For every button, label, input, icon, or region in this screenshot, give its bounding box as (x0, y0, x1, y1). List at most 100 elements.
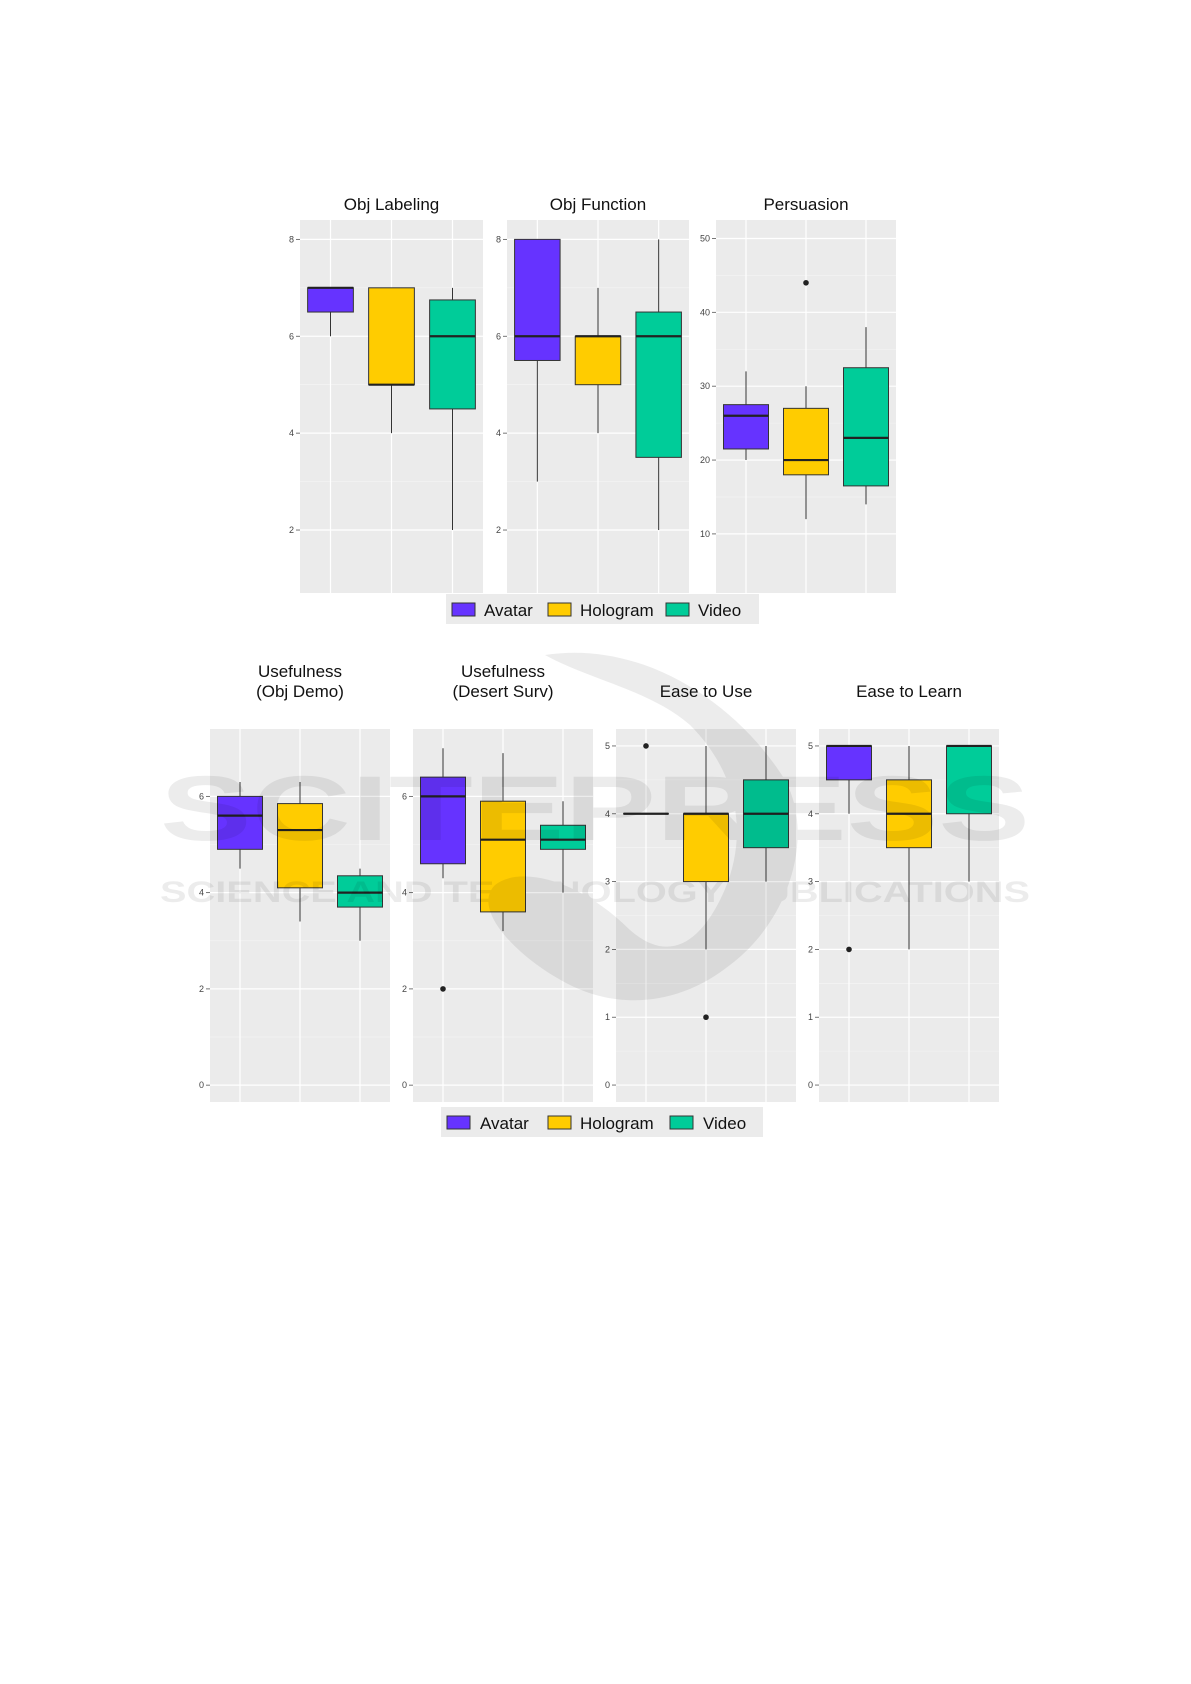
legend-label-hologram: Hologram (580, 1114, 654, 1133)
legend-entry-video: Video (669, 1114, 746, 1133)
box-hologram (683, 745, 729, 1021)
legend-key-video (669, 1115, 694, 1130)
legend-key-avatar (446, 1115, 471, 1130)
legend-bottom: Avatar Hologram Video (441, 1107, 763, 1137)
legend-key-hologram (547, 602, 572, 617)
y-tick-label: 50 (700, 233, 710, 243)
legend-entry-hologram: Hologram (547, 1114, 654, 1133)
y-tick-label: 1 (605, 1012, 610, 1022)
y-tick-label: 2 (605, 944, 610, 954)
legend-entry-hologram: Hologram (547, 601, 654, 620)
panel-title: Obj Labeling (344, 195, 439, 214)
y-tick-label: 1 (808, 1012, 813, 1022)
y-tick-label: 2 (402, 984, 407, 994)
outlier-point (643, 743, 649, 749)
box-iqr (368, 287, 415, 386)
box-avatar (217, 781, 263, 869)
box-hologram (574, 287, 622, 434)
box-iqr (480, 800, 526, 913)
box-avatar (826, 744, 872, 953)
y-tick-label: 6 (289, 331, 294, 341)
box-avatar (623, 743, 669, 815)
y-tick-label: 6 (496, 331, 501, 341)
box-iqr (307, 287, 354, 313)
y-tick-label: 6 (402, 791, 407, 801)
panel-title: Usefulness (Desert Surv) (452, 662, 553, 701)
box-video (540, 801, 586, 893)
legend-entry-avatar: Avatar (446, 1114, 529, 1133)
y-tick-label: 4 (808, 809, 813, 819)
panel-title: Persuasion (763, 195, 848, 214)
panel-usefulness-desert-surv: 0 2 4 6 Usefulness (Desert Surv) (402, 662, 593, 1102)
y-tick-label: 2 (199, 984, 204, 994)
y-tick-label: 4 (496, 428, 501, 438)
outlier-point (703, 1014, 709, 1021)
box-video (946, 744, 992, 882)
box-iqr (337, 875, 383, 908)
box-hologram (480, 753, 526, 932)
y-tick-label: 5 (605, 741, 610, 751)
legend-entry-avatar: Avatar (451, 601, 533, 620)
y-tick-label: 4 (289, 428, 294, 438)
outlier-point (440, 986, 446, 992)
legend-label-video: Video (698, 601, 741, 620)
legend-key-avatar (451, 602, 476, 617)
box-hologram (783, 279, 829, 520)
watermark-main: SCITEPRESS (160, 758, 1030, 860)
y-tick-label: 3 (605, 877, 610, 887)
legend-label-avatar: Avatar (484, 601, 533, 620)
watermark-sub: SCIENCE AND TECHNOLOGY PUBLICATIONS (160, 876, 1030, 909)
y-tick-label: 3 (808, 877, 813, 887)
y-tick-label: 2 (496, 525, 501, 535)
box-video (429, 287, 476, 531)
legend-label-hologram: Hologram (580, 601, 654, 620)
box-iqr (843, 367, 889, 487)
y-tick-label: 4 (199, 888, 204, 898)
box-iqr (514, 238, 561, 361)
box-hologram (277, 781, 323, 922)
box-iqr (723, 404, 769, 450)
y-tick-label: 8 (289, 234, 294, 244)
y-tick-label: 30 (700, 381, 710, 391)
publisher-watermark: SCITEPRESS SCIENCE AND TECHNOLOGY PUBLIC… (160, 652, 1030, 1001)
y-tick-label: 4 (605, 809, 610, 819)
legend-entry-video: Video (665, 601, 741, 620)
panel-title: Usefulness (Obj Demo) (256, 662, 344, 701)
box-iqr (574, 335, 622, 386)
y-tick-label: 0 (605, 1080, 610, 1090)
panel-obj-function: 2 4 6 8 Obj Function (496, 195, 689, 593)
y-tick-label: 6 (199, 791, 204, 801)
panel-title: Ease to Use (660, 682, 753, 701)
box-iqr (635, 311, 682, 458)
panel-ease-to-use: 0 1 2 3 4 5 Ease to Use (605, 682, 796, 1102)
legend-key-hologram (547, 1115, 572, 1130)
box-avatar (307, 286, 354, 337)
box-iqr (429, 299, 476, 410)
box-hologram (886, 745, 932, 950)
box-iqr (420, 776, 466, 865)
box-avatar (420, 748, 466, 992)
box-iqr (946, 745, 992, 815)
y-tick-label: 8 (496, 234, 501, 244)
panel-ease-to-learn: 0 1 2 3 4 5 Ease to Learn (808, 682, 999, 1102)
legend-label-avatar: Avatar (480, 1114, 529, 1133)
box-iqr (783, 407, 829, 476)
box-video (743, 745, 789, 882)
outlier-point (803, 279, 809, 286)
y-tick-label: 0 (808, 1080, 813, 1090)
box-iqr (540, 824, 586, 850)
box-video (843, 327, 889, 505)
y-tick-label: 20 (700, 455, 710, 465)
panel-usefulness-obj-demo: 0 2 4 6 Usefulness (Obj Demo) (199, 662, 390, 1102)
box-iqr (277, 803, 323, 889)
y-tick-label: 0 (402, 1080, 407, 1090)
y-tick-label: 2 (808, 944, 813, 954)
box-video (635, 239, 682, 531)
legend-key-video (665, 602, 690, 617)
box-hologram (368, 287, 415, 434)
panel-title: Obj Function (550, 195, 646, 214)
watermark-swoosh-icon (488, 652, 798, 1001)
outlier-point (846, 946, 852, 953)
